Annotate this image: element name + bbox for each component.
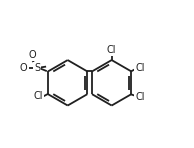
Text: Cl: Cl	[135, 92, 145, 102]
Text: Cl: Cl	[34, 91, 43, 101]
Text: O: O	[28, 50, 36, 60]
Text: O: O	[20, 63, 28, 73]
Text: Cl: Cl	[135, 63, 145, 73]
Text: S: S	[34, 63, 40, 73]
Text: Cl: Cl	[107, 45, 116, 55]
